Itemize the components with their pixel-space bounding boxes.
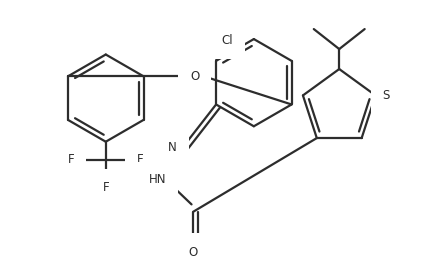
Text: Cl: Cl [221,34,233,47]
Text: F: F [137,153,144,166]
Text: S: S [383,89,390,102]
Text: N: N [168,141,177,154]
Text: F: F [102,181,109,194]
Text: O: O [189,246,198,256]
Text: HN: HN [149,173,166,186]
Text: F: F [68,153,74,166]
Text: O: O [190,70,199,83]
